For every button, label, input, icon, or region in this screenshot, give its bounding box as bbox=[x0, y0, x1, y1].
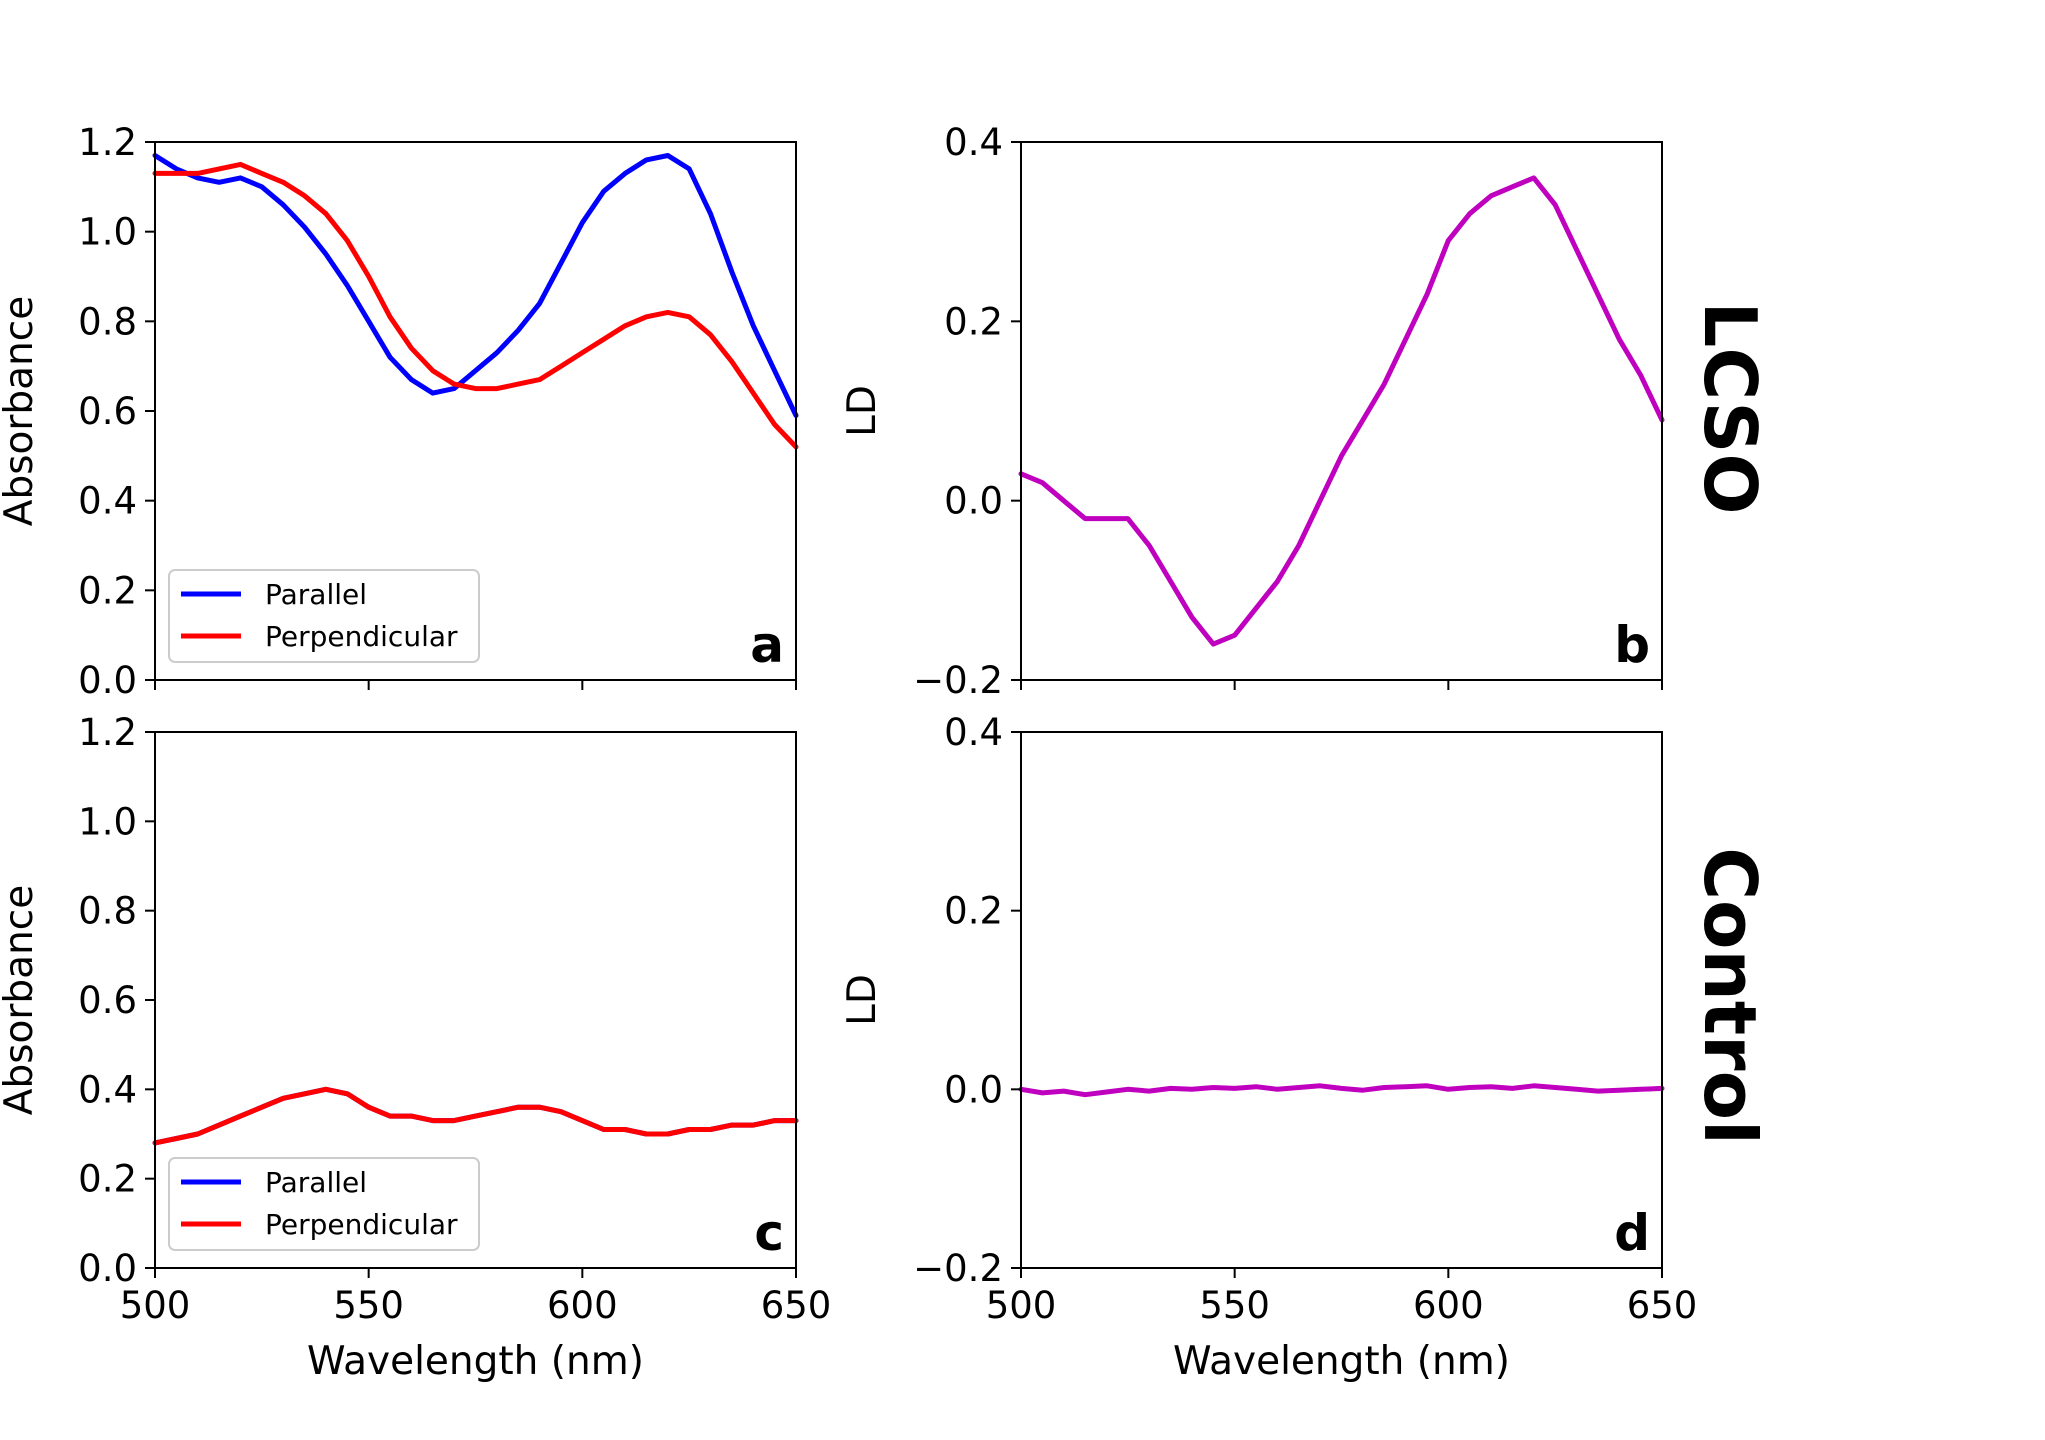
row-label-lcso: LCSO bbox=[1688, 301, 1772, 514]
y-tick-label: −0.2 bbox=[913, 1247, 1003, 1290]
x-tick-label: 550 bbox=[1199, 1284, 1270, 1327]
y-tick-label: 0.4 bbox=[944, 121, 1003, 164]
x-tick-label: 550 bbox=[333, 1284, 404, 1327]
legend: Parallel Perpendicular bbox=[168, 569, 480, 663]
x-tick-label: 650 bbox=[1627, 1284, 1698, 1327]
panel-d: 500 550 600 650 −0.2 0.0 0.2 0.4 LD Wavelength (n… bbox=[840, 711, 1697, 1384]
legend-label: Perpendicular bbox=[265, 1208, 458, 1241]
y-tick-label: 0.8 bbox=[78, 890, 137, 933]
y-axis-title: Absorbance bbox=[0, 296, 42, 526]
y-tick-label: 1.0 bbox=[78, 211, 137, 254]
panel-a: 0.0 0.2 0.4 0.6 0.8 1.0 1.2 Absorbance a Parallel… bbox=[0, 121, 799, 702]
y-tick-label: 0.2 bbox=[944, 890, 1003, 933]
y-tick-label: 0.0 bbox=[78, 659, 137, 702]
y-tick-label: 0.8 bbox=[78, 300, 137, 343]
legend-label: Parallel bbox=[265, 578, 367, 611]
series-line-b-ld bbox=[1018, 175, 1665, 647]
panel-letter: b bbox=[1614, 616, 1650, 674]
panels-layer: 0.0 0.2 0.4 0.6 0.8 1.0 1.2 Absorbance a Parallel… bbox=[0, 121, 1697, 1384]
y-tick-label: 0.6 bbox=[78, 979, 137, 1022]
y-tick-label: 0.0 bbox=[78, 1247, 137, 1290]
series-line-a-perpendicular bbox=[152, 161, 799, 450]
row-label-control: Control bbox=[1688, 847, 1772, 1145]
panel-b: −0.2 0.0 0.2 0.4 LD b bbox=[840, 121, 1665, 702]
series-line-a-parallel bbox=[152, 153, 799, 418]
y-tick-label: 0.0 bbox=[944, 1068, 1003, 1111]
y-tick-label: 1.2 bbox=[78, 121, 137, 164]
legend-box bbox=[168, 1157, 480, 1251]
x-tick-label: 600 bbox=[1413, 1284, 1484, 1327]
y-tick-label: −0.2 bbox=[913, 659, 1003, 702]
y-tick-label: 0.2 bbox=[944, 300, 1003, 343]
y-axis-title: LD bbox=[840, 974, 885, 1026]
panel-letter: c bbox=[754, 1204, 784, 1262]
panel-c: 500 550 600 650 0.0 0.2 0.4 0.6 0.8 1.0 1.2 Absorba… bbox=[0, 711, 831, 1384]
legend-label: Parallel bbox=[265, 1166, 367, 1199]
x-axis-title: Wavelength (nm) bbox=[1173, 1339, 1510, 1384]
y-tick-label: 0.6 bbox=[78, 390, 137, 433]
plot-frame-d bbox=[1020, 731, 1663, 1269]
legend-box bbox=[168, 569, 480, 663]
y-tick-label: 1.0 bbox=[78, 800, 137, 843]
series-line-d-ld bbox=[1018, 1083, 1665, 1098]
x-tick-label: 500 bbox=[986, 1284, 1057, 1327]
y-tick-label: 0.4 bbox=[944, 711, 1003, 754]
y-tick-label: 0.0 bbox=[944, 480, 1003, 523]
series-line-c-perpendicular bbox=[152, 1086, 799, 1146]
y-axis-title: LD bbox=[840, 385, 885, 437]
y-tick-label: 0.4 bbox=[78, 1068, 137, 1111]
y-tick-label: 1.2 bbox=[78, 711, 137, 754]
plot-frame-b bbox=[1020, 141, 1663, 681]
y-tick-label: 0.2 bbox=[78, 1158, 137, 1201]
x-tick-label: 500 bbox=[120, 1284, 191, 1327]
y-tick-label: 0.4 bbox=[78, 480, 137, 523]
panel-letter: d bbox=[1614, 1204, 1650, 1262]
legend-label: Perpendicular bbox=[265, 620, 458, 653]
legend: Parallel Perpendicular bbox=[168, 1157, 480, 1251]
x-axis-title: Wavelength (nm) bbox=[307, 1339, 644, 1384]
y-tick-label: 0.2 bbox=[78, 569, 137, 612]
x-tick-label: 600 bbox=[547, 1284, 618, 1327]
x-tick-label: 650 bbox=[761, 1284, 832, 1327]
panel-letter: a bbox=[750, 616, 784, 674]
y-axis-title: Absorbance bbox=[0, 885, 42, 1115]
